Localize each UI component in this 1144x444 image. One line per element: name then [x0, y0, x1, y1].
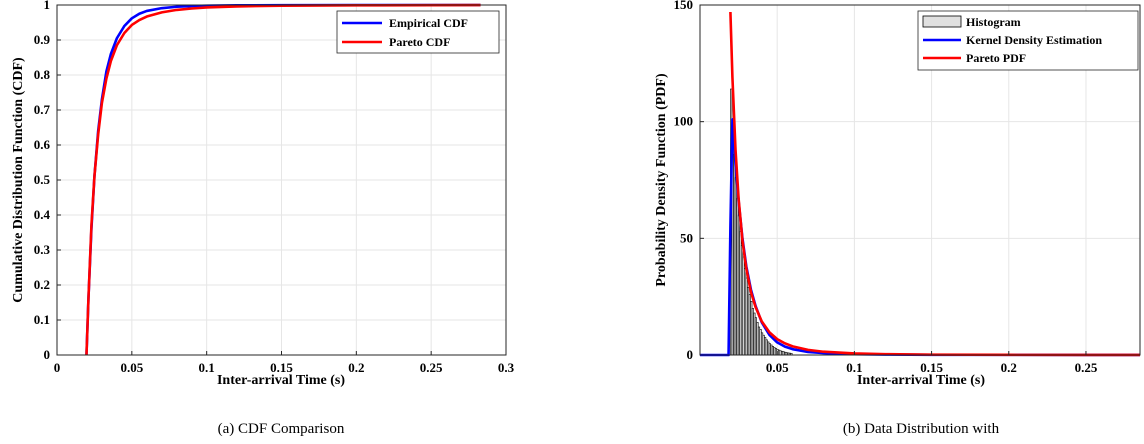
legend-label-kde: Kernel Density Estimation: [966, 33, 1102, 47]
chart-b-ytick-label: 150: [674, 0, 694, 12]
chart-a-ytick-label: 0.9: [34, 32, 51, 47]
chart-a-ytick-label: 0.5: [34, 172, 51, 187]
chart-b-xtick-label: 0.1: [846, 360, 862, 375]
chart-a-xtick-label: 0.2: [348, 360, 364, 375]
chart-b-legend: Histogram Kernel Density Estimation Pare…: [917, 10, 1139, 71]
chart-a-xtick-label: 0.1: [199, 360, 215, 375]
legend-label-pareto-cdf: Pareto CDF: [389, 35, 450, 49]
chart-a-xtick-label: 0: [54, 360, 61, 375]
chart-b-ytick-label: 50: [680, 230, 693, 245]
caption-b: (b) Data Distribution with: [843, 421, 1000, 437]
chart-a-xtick-label: 0.25: [420, 360, 443, 375]
chart-a-xtick-label: 0.15: [270, 360, 293, 375]
series-line-pareto-cdf: [85, 3, 481, 356]
chart-b-frame: [699, 4, 1141, 356]
chart-b-ylabel: Probability Density Function (PDF): [654, 73, 669, 287]
legend-label-empirical: Empirical CDF: [389, 16, 468, 30]
chart-a-legend: Empirical CDF Pareto CDF: [336, 10, 500, 54]
chart-a-ytick-label: 0.4: [34, 207, 51, 222]
chart-a: 0 0.05 0.1 0.15 0.2 0.25 0.3 0 0.1 0.2 0.3 0.4 0.5 0.…: [11, 0, 515, 437]
legend-label-histogram: Histogram: [966, 15, 1021, 29]
chart-a-ytick-label: 0.6: [34, 137, 51, 152]
chart-b-xlabel: Inter-arrival Time (s): [857, 373, 985, 388]
chart-b-ytick-label: 0: [687, 347, 694, 362]
chart-a-ytick-label: 0: [44, 347, 51, 362]
chart-b-ticks: 0.05 0.1 0.15 0.2 0.25 0 50 100 150: [674, 0, 1098, 375]
chart-b-ytick-label: 100: [674, 114, 694, 129]
legend-label-pareto-pdf: Pareto PDF: [966, 51, 1026, 65]
chart-b-xtick-label: 0.15: [920, 360, 943, 375]
series-line-pareto-pdf: [729, 11, 1141, 357]
chart-b-xtick-label: 0.05: [766, 360, 789, 375]
chart-a-ticks: 0 0.05 0.1 0.15 0.2 0.25 0.3 0 0.1 0.2 0.3 0.4 0.5 0.…: [34, 0, 515, 375]
chart-b: 0.05 0.1 0.15 0.2 0.25 0 50 100 150 Inter-arriva…: [654, 0, 1141, 437]
chart-a-ytick-label: 0.2: [34, 277, 50, 292]
chart-a-ytick-label: 0.1: [34, 312, 50, 327]
chart-a-ytick-label: 0.7: [34, 102, 51, 117]
chart-b-xtick-label: 0.25: [1075, 360, 1098, 375]
legend-swatch-histogram: [922, 15, 962, 28]
chart-a-xlabel: Inter-arrival Time (s): [217, 373, 345, 388]
chart-a-ytick-label: 0.3: [34, 242, 51, 257]
chart-a-xtick-label: 0.05: [120, 360, 143, 375]
chart-a-ytick-label: 1: [44, 0, 51, 12]
legend-box: [336, 10, 500, 54]
chart-a-ytick-label: 0.8: [34, 67, 51, 82]
chart-a-ylabel: Cumulative Distribution Function (CDF): [11, 57, 26, 303]
caption-a: (a) CDF Comparison: [218, 421, 345, 437]
chart-b-xtick-label: 0.2: [1001, 360, 1017, 375]
chart-a-xtick-label: 0.3: [498, 360, 515, 375]
